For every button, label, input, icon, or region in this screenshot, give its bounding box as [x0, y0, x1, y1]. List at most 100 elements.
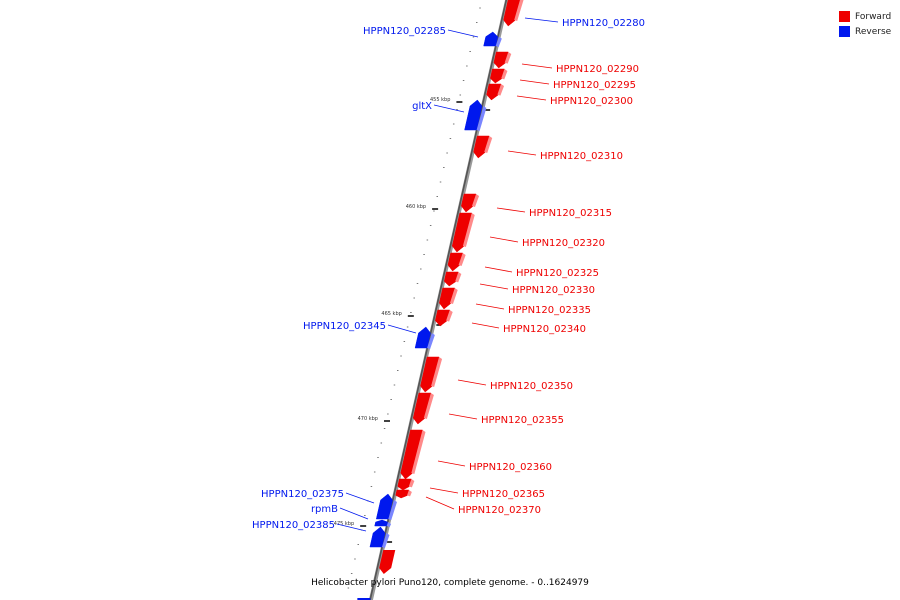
gene-arrow-side: [504, 52, 512, 64]
gene-arrow: [447, 252, 463, 272]
ruler-label: 460 kbp: [406, 204, 426, 210]
gene-leader-line: [447, 29, 479, 38]
gene-label: HPPN120_02350: [490, 381, 573, 392]
gene-label: HPPN120_02385: [252, 520, 335, 531]
gene-label: HPPN120_02355: [481, 415, 564, 426]
legend-reverse: Reverse: [839, 24, 891, 39]
gene-arrow: [443, 271, 459, 287]
gene-label: HPPN120_02290: [556, 64, 639, 75]
gene-leader-line: [336, 523, 367, 532]
gene-arrow: [420, 356, 440, 393]
gene-leader-line: [471, 322, 500, 329]
gene-arrow: [374, 519, 388, 527]
gene-label: HPPN120_02285: [363, 26, 446, 37]
gene-arrow: [464, 99, 483, 131]
gene-leader-line: [475, 303, 505, 310]
legend-forward-label: Forward: [855, 11, 892, 22]
legend-reverse-label: Reverse: [855, 26, 892, 37]
gene-label: HPPN120_02310: [540, 151, 623, 162]
gene-arrow: [493, 51, 509, 69]
gene-arrow: [412, 392, 432, 425]
gene-arrow: [486, 83, 502, 101]
gene-leader-line: [489, 236, 519, 243]
gene-label: HPPN120_02375: [261, 489, 344, 500]
gene-arrow: [451, 212, 473, 253]
ruler-label: 465 kbp: [381, 311, 401, 317]
gene-label: HPPN120_02365: [462, 489, 545, 500]
gene-arrow-side: [423, 393, 434, 419]
gene-arrow: [395, 489, 410, 499]
gene-arrow-side: [431, 357, 443, 387]
gene-leader-line: [345, 492, 375, 504]
legend: Forward Reverse: [839, 9, 891, 39]
gene-arrow: [435, 309, 451, 327]
gene-arrow: [375, 493, 393, 520]
gene-arrow-side: [381, 533, 390, 548]
gene-arrow: [379, 550, 396, 574]
gene-leader-line: [484, 266, 513, 273]
gene-arrow: [461, 193, 477, 213]
gene-arrow-side: [446, 310, 453, 322]
gene-arrow: [400, 429, 423, 480]
gene-arrow-side: [514, 0, 524, 21]
gene-arrow-side: [458, 253, 466, 266]
gene-arrow: [503, 0, 521, 27]
gene-leader-line: [339, 507, 369, 520]
gene-arrow-side: [471, 194, 480, 207]
gene-label: HPPN120_02315: [529, 208, 612, 219]
gene-label: HPPN120_02335: [508, 305, 591, 316]
gene-arrow-side: [386, 522, 392, 527]
gene-leader-line: [429, 487, 459, 494]
gene-leader-line: [521, 63, 553, 69]
gene-leader-line: [425, 496, 455, 510]
gene-leader-line: [457, 379, 487, 386]
legend-forward: Forward: [839, 9, 891, 24]
gene-arrow-side: [497, 84, 505, 96]
gene-label: HPPN120_02320: [522, 238, 605, 249]
ruler-label: 475 kbp: [334, 521, 354, 527]
gene-arrow: [483, 31, 499, 47]
gene-arrow-side: [495, 36, 502, 47]
gene-label: HPPN120_02325: [516, 268, 599, 279]
gene-label: rpmB: [311, 504, 338, 515]
gene-label: HPPN120_02340: [503, 324, 586, 335]
ruler-label: 470 kbp: [358, 416, 378, 422]
gene-leader-line: [496, 207, 526, 213]
ruler-label: 455 kbp: [430, 97, 450, 103]
gene-label: HPPN120_02295: [553, 80, 636, 91]
gene-leader-line: [507, 150, 537, 156]
gene-label: HPPN120_02360: [469, 462, 552, 473]
gene-arrow-side: [484, 136, 493, 153]
gene-arrow: [369, 526, 386, 548]
gene-label: HPPN120_02280: [562, 18, 645, 29]
gene-arrow-side: [408, 479, 415, 488]
gene-arrow-side: [455, 272, 462, 283]
gene-leader-line: [387, 324, 417, 334]
gene-arrow: [414, 326, 431, 349]
gene-leader-line: [433, 104, 465, 113]
gene-arrow-side: [407, 490, 412, 497]
reverse-swatch: [839, 26, 850, 37]
gene-arrow-side: [501, 69, 508, 80]
gene-label: HPPN120_02370: [458, 505, 541, 516]
gene-arrow-side: [411, 430, 426, 474]
gene-arrow-side: [427, 333, 435, 349]
gene-leader-line: [519, 79, 550, 85]
gene-arrow-side: [462, 213, 475, 247]
gene-leader-line: [524, 17, 559, 23]
gene-label: gltX: [412, 101, 432, 112]
genome-caption: Helicobacter pylori Puno120, complete ge…: [311, 578, 589, 588]
gene-arrow: [490, 68, 505, 84]
gene-leader-line: [448, 413, 478, 420]
forward-swatch: [839, 11, 850, 22]
gene-arrow-side: [449, 288, 458, 304]
gene-arrow: [439, 287, 456, 310]
gene-arrow: [473, 135, 490, 159]
gene-leader-line: [437, 460, 466, 467]
gene-label: HPPN120_02330: [512, 285, 595, 296]
gene-arrow-side: [388, 500, 397, 520]
gene-arrow: [397, 478, 412, 491]
gene-label: HPPN120_02300: [550, 96, 633, 107]
gene-leader-line: [516, 95, 547, 101]
